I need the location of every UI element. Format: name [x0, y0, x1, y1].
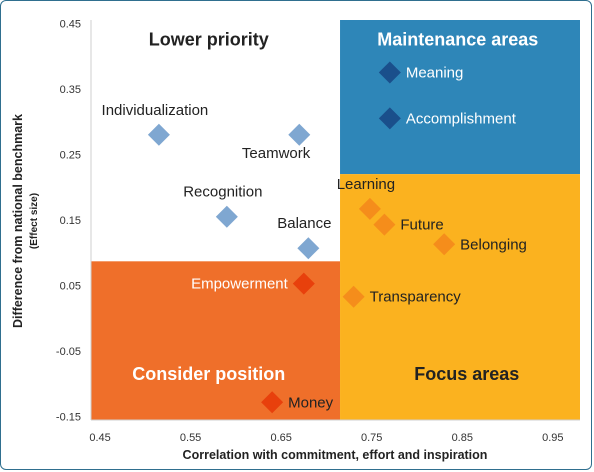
point-layer — [147, 61, 456, 414]
x-tick-label: 0.95 — [542, 432, 563, 444]
point-label-individualization: Individualization — [102, 102, 209, 119]
x-tick-label: 0.75 — [361, 432, 382, 444]
data-point-learning — [358, 197, 381, 220]
point-label-transparency: Transparency — [370, 289, 462, 306]
point-label-future: Future — [400, 217, 443, 234]
data-point-balance — [297, 237, 320, 260]
data-point-meaning — [378, 61, 401, 84]
y-axis-title: Difference from national benchmark — [11, 114, 25, 328]
quadrant-label-lower-priority: Lower priority — [149, 30, 269, 50]
y-tick-label: 0.15 — [60, 215, 81, 227]
y-tick-label: 0.35 — [60, 84, 81, 96]
data-point-recognition — [215, 205, 238, 228]
quadrant-focus-areas — [340, 174, 580, 420]
data-point-empowerment — [292, 272, 315, 295]
point-label-meaning: Meaning — [406, 64, 464, 81]
y-tick-label: 0.25 — [60, 149, 81, 161]
data-point-individualization — [147, 123, 170, 146]
x-tick-label: 0.55 — [180, 432, 201, 444]
data-point-belonging — [433, 233, 456, 256]
quadrant-label-focus-areas: Focus areas — [414, 364, 519, 384]
x-tick-label: 0.45 — [89, 432, 110, 444]
x-axis-title: Correlation with commitment, effort and … — [183, 448, 488, 462]
y-tick-label: 0.45 — [60, 18, 81, 30]
axis-layer: 0.45 0.55 0.65 0.75 0.85 0.95 0.45 0.35 0.25 0.15… — [56, 18, 580, 444]
y-tick-label: -0.15 — [56, 412, 81, 424]
point-label-money: Money — [288, 394, 334, 411]
data-point-future — [373, 213, 396, 236]
point-label-balance: Balance — [277, 215, 331, 232]
y-axis-subtitle: (Effect size) — [29, 193, 40, 249]
data-point-teamwork — [288, 123, 311, 146]
point-label-empowerment: Empowerment — [191, 276, 289, 293]
point-label-recognition: Recognition — [183, 184, 262, 201]
data-point-money — [261, 391, 284, 414]
point-label-teamwork: Teamwork — [242, 145, 311, 162]
quadrant-label-maintenance-areas: Maintenance areas — [377, 30, 538, 50]
quadrant-layer — [91, 20, 580, 420]
y-tick-label: 0.05 — [60, 281, 81, 293]
x-tick-label: 0.65 — [270, 432, 291, 444]
point-label-belonging: Belonging — [460, 236, 527, 253]
x-tick-label: 0.85 — [452, 432, 473, 444]
quadrant-label-consider-position: Consider position — [132, 364, 285, 384]
point-label-accomplishment: Accomplishment — [406, 110, 517, 127]
y-tick-label: -0.05 — [56, 346, 81, 358]
data-point-transparency — [342, 285, 365, 308]
quadrant-maintenance-areas — [340, 20, 580, 175]
label-layer: Lower priority Maintenance areas Consider … — [102, 30, 539, 412]
data-point-accomplishment — [378, 107, 401, 130]
point-label-learning: Learning — [337, 176, 395, 193]
